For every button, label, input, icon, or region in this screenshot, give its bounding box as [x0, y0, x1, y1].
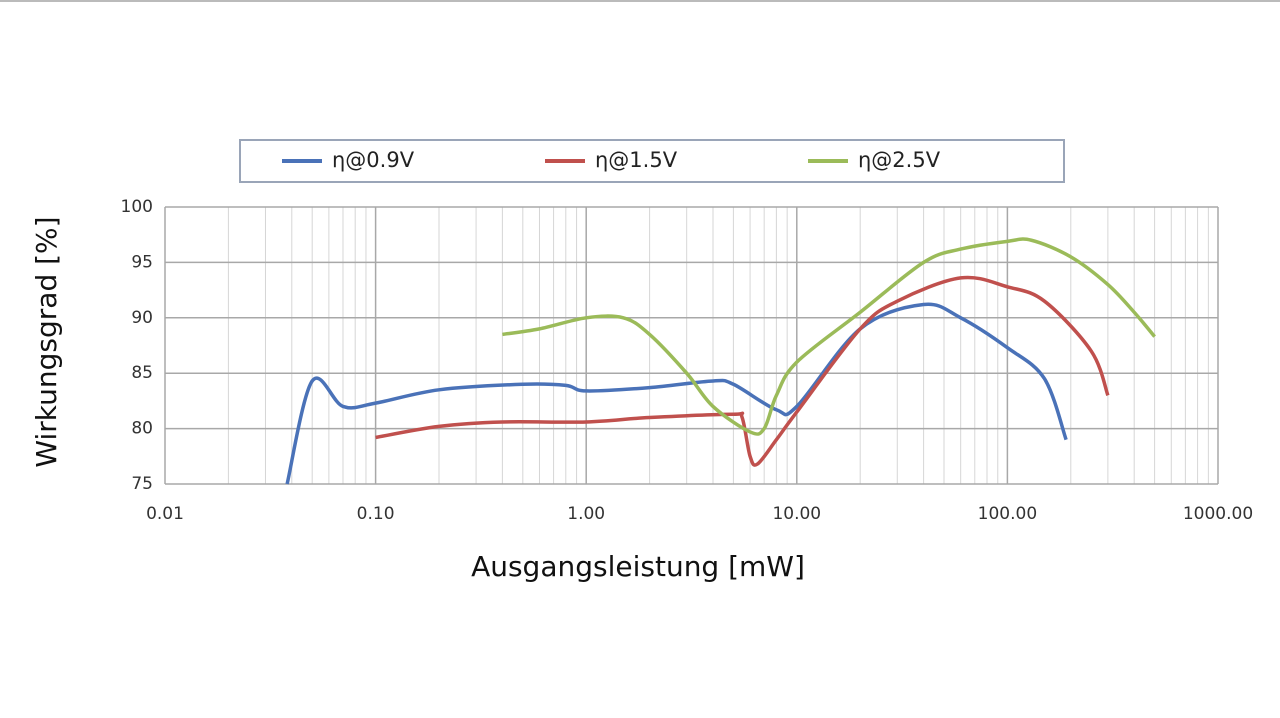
y-tick-label: 90 — [131, 308, 153, 328]
line-series — [375, 275, 1110, 467]
legend-label: η@1.5V — [595, 148, 678, 172]
x-tick-label: 0.01 — [146, 504, 184, 524]
legend-label: η@2.5V — [858, 148, 941, 172]
y-tick-label: 75 — [131, 474, 153, 494]
x-axis-title: Ausgangsleistung [mW] — [471, 550, 805, 583]
line-series — [502, 237, 1156, 436]
x-tick-label: 1.00 — [567, 504, 605, 524]
y-tick-label: 80 — [131, 419, 153, 439]
line-series — [285, 302, 1068, 485]
y-axis-title: Wirkungsgrad [%] — [30, 216, 63, 467]
x-tick-label: 1000.00 — [1183, 504, 1253, 524]
y-tick-label: 95 — [131, 252, 153, 272]
x-tick-label: 100.00 — [978, 504, 1037, 524]
legend-label: η@0.9V — [332, 148, 415, 172]
y-tick-label: 85 — [131, 363, 153, 383]
x-tick-label: 0.10 — [357, 504, 395, 524]
legend-box — [239, 139, 1065, 183]
y-tick-label: 100 — [121, 197, 153, 217]
x-tick-label: 10.00 — [772, 504, 821, 524]
